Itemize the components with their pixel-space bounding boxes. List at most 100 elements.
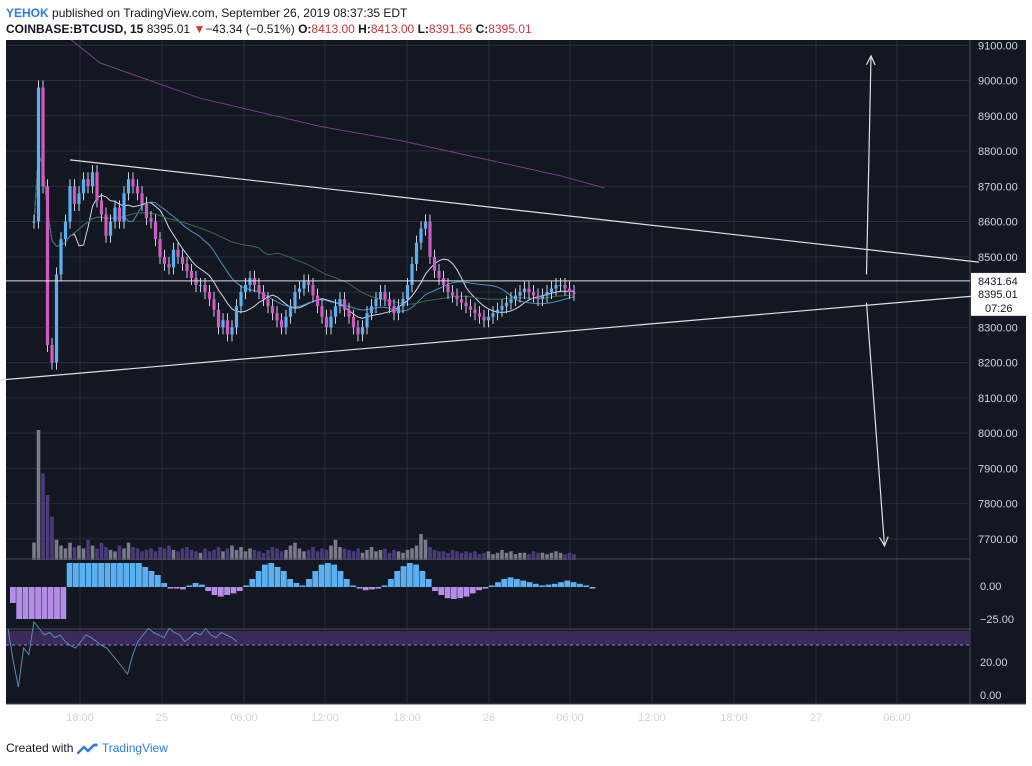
candle-body (95, 172, 99, 201)
volume-bar (212, 549, 216, 560)
macd-histogram-bar (60, 587, 67, 619)
macd-histogram-bar (79, 563, 86, 587)
candle-body (522, 288, 527, 293)
volume-bar (464, 551, 468, 560)
volume-bar (572, 554, 576, 560)
candle-body (360, 327, 365, 335)
volume-bar (221, 551, 225, 560)
volume-bar (477, 554, 482, 560)
volume-bar (86, 539, 90, 560)
candle-body (180, 256, 185, 264)
macd-histogram-bar (154, 575, 161, 587)
tradingview-brand[interactable]: TradingView (101, 741, 168, 755)
candle-body (257, 285, 261, 293)
rsi-line (7, 620, 238, 688)
volume-bar (495, 552, 500, 560)
candle-body (32, 221, 36, 223)
volume-bars (32, 430, 576, 560)
macd-histogram-bar (331, 564, 338, 587)
candle-body (158, 239, 162, 257)
candle-body (509, 299, 513, 303)
macd-histogram-bar (570, 582, 577, 587)
candle-body (540, 295, 545, 300)
macd-histogram-bar (205, 587, 212, 591)
macd-histogram-bar (337, 571, 344, 587)
price-tick-label: 9100.00 (978, 40, 1018, 52)
candle-body (374, 299, 378, 307)
macd-histogram-bar (463, 587, 470, 597)
candle-body (446, 285, 450, 293)
time-tick-label: 18:00 (66, 712, 94, 724)
volume-bar (63, 548, 68, 560)
candle-body (549, 288, 554, 293)
candle-body (36, 87, 41, 222)
macd-histogram-bar (16, 587, 23, 619)
macd-histogram-bar (318, 564, 325, 587)
candle-body (284, 316, 288, 328)
volume-bar (500, 549, 504, 560)
candle-body (153, 221, 158, 240)
candle-body (293, 292, 297, 307)
candles (32, 80, 576, 370)
volume-bar (527, 554, 531, 560)
macd-histogram-bar (41, 587, 48, 619)
volume-bar (387, 552, 392, 560)
rsi-tick-label: 20.00 (980, 657, 1008, 669)
candle-body (198, 285, 203, 287)
level-price-label: 8431.64 (978, 276, 1018, 288)
candle-body (185, 263, 189, 271)
volume-bar (347, 549, 351, 560)
volume-bar (194, 551, 198, 560)
price-axis[interactable]: 9100.00 9000.00 8900.00 8800.00 8700.00 8600.… (971, 40, 1026, 702)
macd-histogram-bar (501, 579, 508, 587)
macd-histogram-bar (312, 571, 319, 587)
macd-histogram-bar (451, 587, 457, 599)
candle-body (365, 313, 369, 328)
candle-body (495, 309, 500, 314)
macd-histogram-bar (110, 563, 117, 587)
volume-bar (518, 552, 522, 560)
time-tick-label: 12:00 (638, 712, 666, 724)
volume-bar (383, 548, 387, 560)
volume-bar (261, 552, 266, 560)
volume-bar (450, 549, 455, 560)
candle-body (329, 316, 333, 328)
macd-histogram-bar (136, 563, 142, 587)
candle-body (167, 263, 171, 268)
macd-histogram-bar (230, 587, 237, 594)
volume-bar (306, 549, 311, 560)
rsi-band (6, 631, 970, 645)
candle-body (131, 179, 135, 187)
macd-histogram-bar (274, 567, 281, 587)
candle-body (252, 277, 257, 286)
time-axis[interactable]: 18:00 25 06:00 12:00 18:00 26 06:00 12:00 18:00 2… (66, 712, 911, 724)
candle-body (212, 299, 216, 310)
macd-histogram-bar (161, 583, 167, 587)
volume-bar (441, 551, 446, 560)
candle-body (347, 309, 351, 317)
macd-histogram-bar (255, 571, 262, 587)
volume-bar (135, 548, 140, 560)
macd-histogram-bar (98, 563, 104, 587)
candle-countdown-label: 07:26 (985, 303, 1013, 315)
volume-bar (563, 554, 567, 560)
author-name[interactable]: YEHOK (6, 6, 49, 20)
volume-bar (207, 551, 212, 560)
volume-bar (365, 549, 369, 560)
volume-bar (333, 539, 338, 560)
volume-bar (41, 473, 45, 560)
candle-body (90, 172, 95, 187)
candle-body (423, 221, 428, 229)
volume-bar (54, 539, 59, 560)
trendlines[interactable] (0, 54, 980, 548)
volume-bar (356, 548, 360, 560)
volume-bar (180, 548, 185, 560)
volume-bar (324, 549, 329, 560)
candle-body (405, 285, 410, 300)
chart-area[interactable]: 9100.00 9000.00 8900.00 8800.00 8700.00 8600.… (0, 40, 1026, 732)
candle-body (554, 285, 558, 289)
macd-histogram-bar (539, 585, 545, 587)
volume-bar (410, 548, 414, 560)
candle-body (243, 285, 248, 293)
macd-tick-label: 0.00 (980, 581, 1001, 593)
